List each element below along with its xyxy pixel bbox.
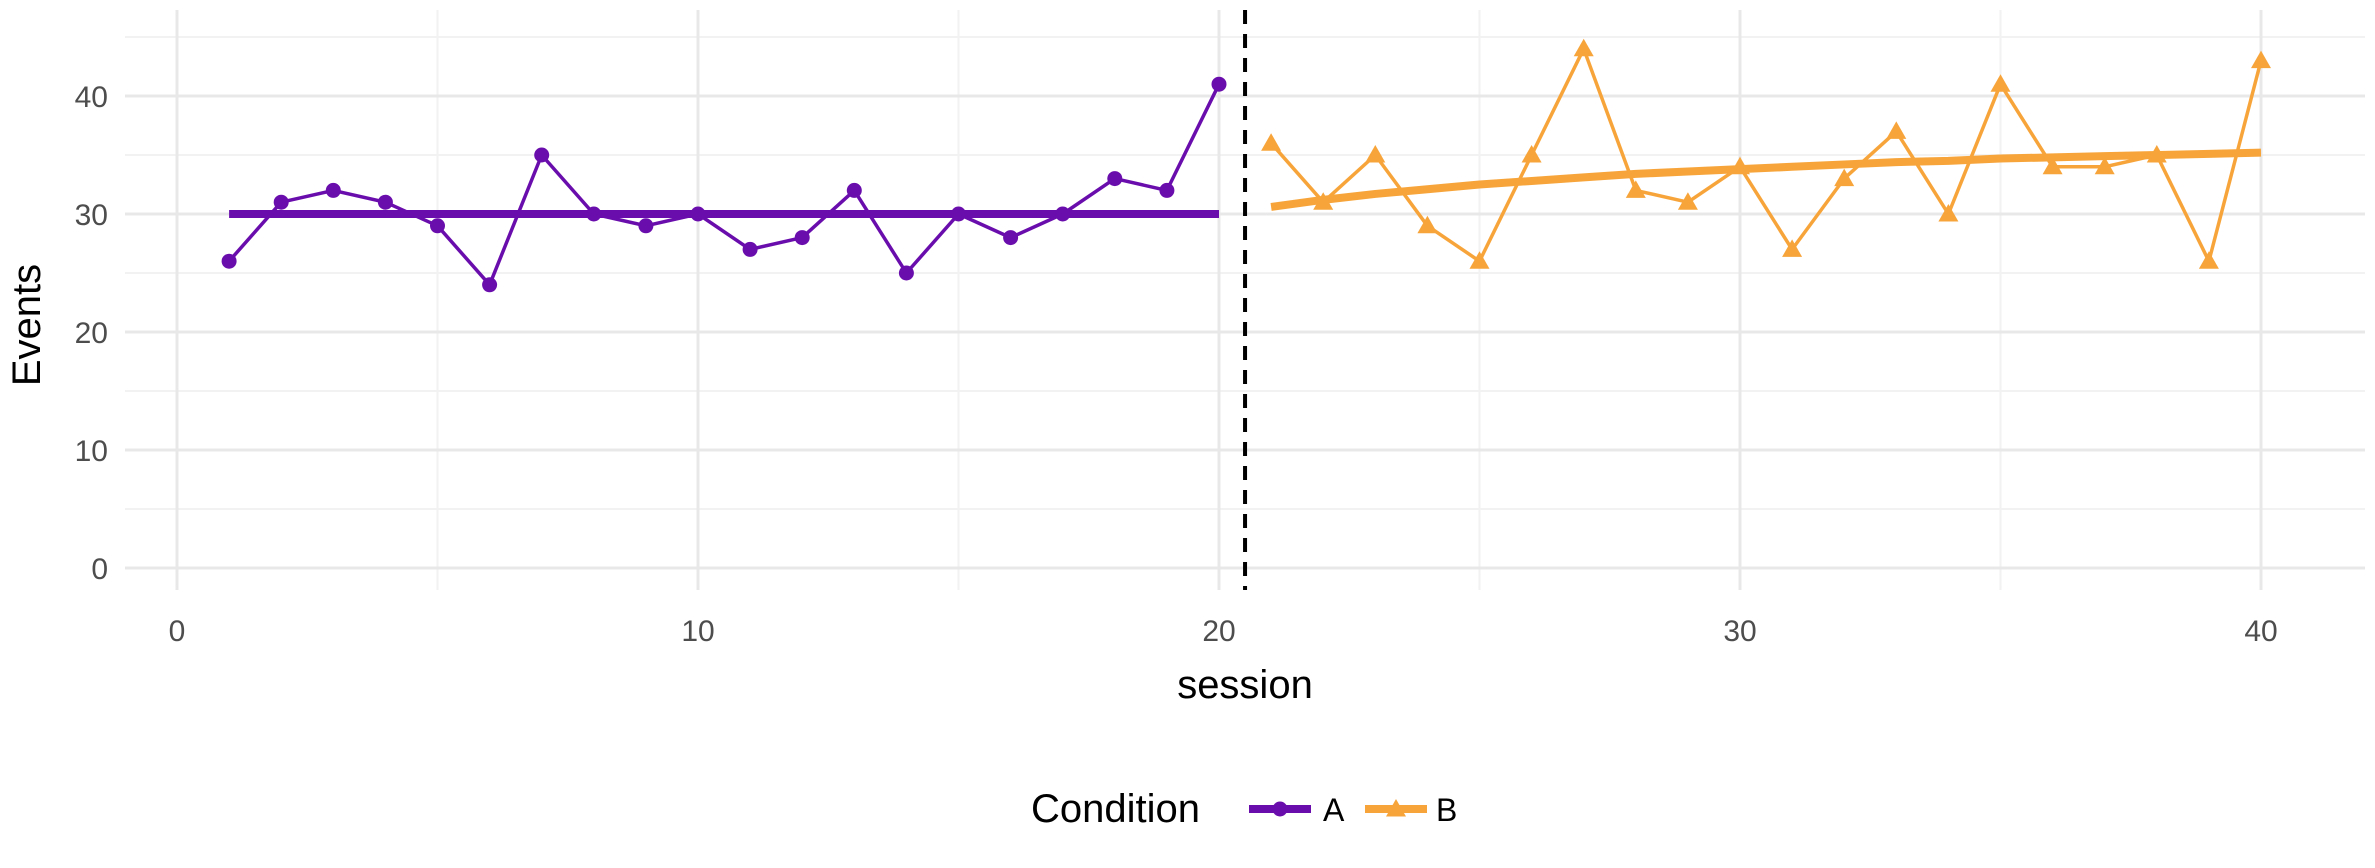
- data-point-b: [1261, 133, 1282, 151]
- data-point-a: [690, 206, 706, 222]
- data-point-a: [898, 265, 914, 281]
- trend-lines: [229, 148, 2262, 218]
- data-point-a: [1159, 182, 1175, 198]
- x-tick-labels: 0 10 20 30 40: [169, 615, 2278, 648]
- data-point-b: [1365, 145, 1386, 163]
- data-point-a: [221, 253, 237, 269]
- data-point-b: [1677, 192, 1698, 210]
- legend-title: Condition: [1031, 787, 1200, 831]
- x-tick-label: 30: [1723, 615, 1756, 648]
- data-point-a: [586, 206, 602, 222]
- y-tick-label: 30: [75, 199, 108, 232]
- x-tick-label: 40: [2244, 615, 2277, 648]
- y-tick-label: 40: [75, 81, 108, 114]
- legend-key-marker-b: [1386, 799, 1406, 817]
- data-point-a: [1055, 206, 1071, 222]
- data-point-a: [1107, 171, 1123, 187]
- y-tick-labels: 0 10 20 30 40: [75, 81, 108, 586]
- data-point-a: [951, 206, 966, 222]
- data-point-a: [482, 277, 498, 293]
- data-point-a: [430, 218, 445, 234]
- x-tick-label: 0: [169, 615, 186, 648]
- data-point-b: [2251, 50, 2271, 69]
- data-point-b: [1938, 204, 1959, 222]
- x-axis-title: session: [1177, 663, 1313, 707]
- data-point-b: [2198, 251, 2219, 269]
- data-point-b: [1573, 38, 1594, 57]
- y-axis-title: Events: [5, 264, 49, 386]
- data-point-a: [742, 241, 758, 257]
- data-point-a: [1003, 230, 1019, 246]
- series-line-a: [227, 83, 1221, 287]
- trend-line-b: [1270, 148, 2262, 211]
- data-point-a: [638, 218, 654, 234]
- data-point-a: [377, 194, 393, 210]
- data-point-b: [2094, 156, 2115, 175]
- data-point-b: [1313, 192, 1334, 210]
- x-tick-label: 10: [681, 615, 714, 648]
- data-series: [221, 38, 2271, 293]
- data-point-a: [534, 147, 550, 163]
- y-tick-label: 10: [75, 435, 108, 468]
- data-point-b: [2042, 156, 2063, 175]
- x-tick-label: 20: [1202, 615, 1235, 648]
- legend: Condition A B: [1031, 787, 1457, 831]
- data-point-a: [1211, 76, 1227, 92]
- y-tick-label: 20: [75, 317, 108, 350]
- data-point-a: [846, 182, 862, 198]
- data-point-b: [1521, 145, 1542, 163]
- data-point-b: [1782, 239, 1803, 257]
- data-point-b: [1990, 74, 2011, 92]
- data-point-b: [1625, 180, 1646, 198]
- data-point-a: [325, 182, 341, 198]
- data-point-b: [1834, 168, 1855, 187]
- y-tick-label: 0: [91, 553, 108, 586]
- data-point-a: [794, 230, 810, 246]
- data-point-b: [1469, 251, 1490, 269]
- data-point-b: [1417, 215, 1438, 234]
- data-point-b: [2146, 145, 2167, 163]
- legend-label-b: B: [1436, 792, 1457, 828]
- data-point-a: [273, 194, 289, 210]
- data-point-b: [1730, 156, 1750, 175]
- legend-key-marker-a: [1272, 801, 1288, 817]
- data-point-b: [1886, 121, 1907, 139]
- legend-label-a: A: [1323, 792, 1345, 828]
